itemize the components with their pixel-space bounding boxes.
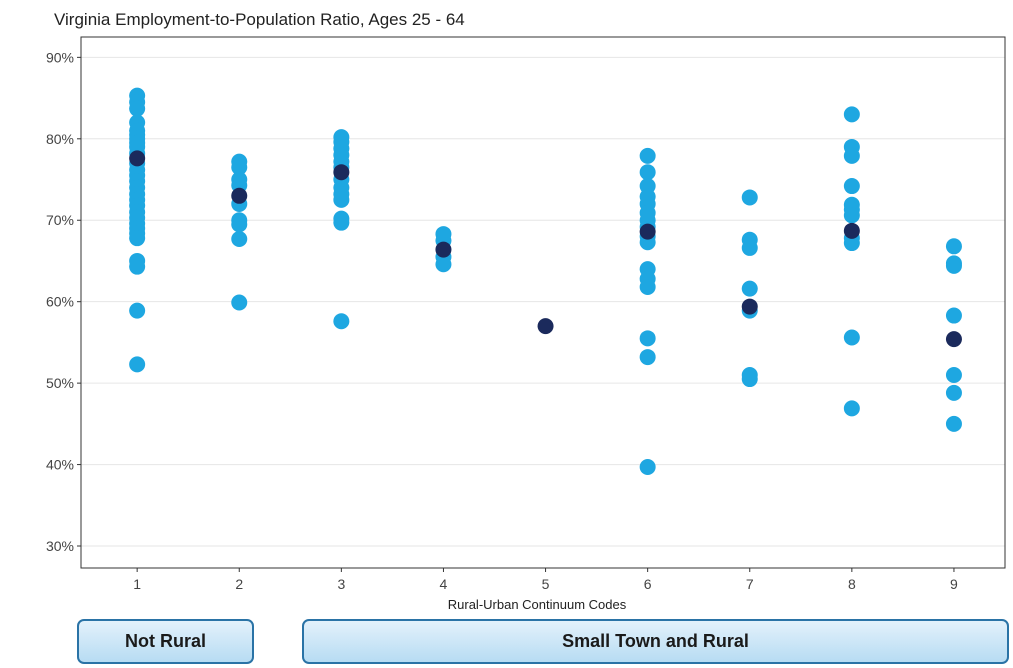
county-point <box>945 415 962 432</box>
x-tick-label: 6 <box>644 576 652 592</box>
y-tick-label: 80% <box>46 131 74 147</box>
county-point <box>129 258 146 275</box>
y-tick-label: 60% <box>46 294 74 310</box>
data-points <box>129 87 962 476</box>
county-point <box>945 307 962 324</box>
median-point <box>537 318 554 335</box>
county-point <box>333 191 350 208</box>
median-point <box>639 223 656 240</box>
median-point <box>843 222 860 239</box>
group-label-not-rural: Not Rural <box>77 619 254 664</box>
county-point <box>129 100 146 117</box>
county-point <box>639 164 656 181</box>
county-point <box>843 106 860 123</box>
county-point <box>129 356 146 373</box>
county-point <box>843 178 860 195</box>
county-point <box>231 159 248 176</box>
x-tick-label: 1 <box>133 576 141 592</box>
county-point <box>639 147 656 164</box>
median-point <box>945 331 962 348</box>
x-tick-label: 3 <box>337 576 345 592</box>
county-point <box>639 330 656 347</box>
county-point <box>843 329 860 346</box>
county-point <box>945 366 962 383</box>
y-tick-label: 50% <box>46 375 74 391</box>
county-point <box>945 238 962 255</box>
x-tick-label: 5 <box>542 576 550 592</box>
scatter-chart: Virginia Employment-to-Population Ratio,… <box>46 10 1006 612</box>
county-point <box>129 230 146 247</box>
county-point <box>333 214 350 231</box>
county-point <box>231 294 248 311</box>
x-axis: 1 2 3 4 5 6 7 8 9 <box>133 568 958 592</box>
median-point <box>741 298 758 315</box>
median-point <box>129 150 146 167</box>
county-point <box>231 216 248 233</box>
y-axis: 30% 40% 50% 60% 70% 80% 90% <box>46 49 81 554</box>
x-tick-label: 2 <box>235 576 243 592</box>
y-tick-label: 40% <box>46 457 74 473</box>
x-tick-label: 7 <box>746 576 754 592</box>
x-tick-label: 4 <box>440 576 448 592</box>
plot-panel <box>80 36 1006 569</box>
county-point <box>231 230 248 247</box>
x-axis-title: Rural-Urban Continuum Codes <box>448 597 627 612</box>
county-point <box>741 189 758 206</box>
county-point <box>129 302 146 319</box>
county-point <box>843 147 860 164</box>
county-point <box>945 257 962 274</box>
county-point <box>741 371 758 388</box>
median-point <box>333 164 350 181</box>
chart-title: Virginia Employment-to-Population Ratio,… <box>54 10 465 29</box>
y-tick-label: 70% <box>46 212 74 228</box>
county-point <box>639 349 656 366</box>
county-point <box>843 235 860 252</box>
county-point <box>639 279 656 296</box>
county-point <box>333 313 350 330</box>
county-point <box>843 207 860 224</box>
county-point <box>435 256 452 273</box>
x-tick-label: 9 <box>950 576 958 592</box>
county-point <box>945 384 962 401</box>
county-point <box>843 400 860 417</box>
y-tick-label: 90% <box>46 49 74 65</box>
grid-lines <box>81 56 1005 547</box>
group-label-small-town-rural: Small Town and Rural <box>302 619 1009 664</box>
median-point <box>231 187 248 204</box>
x-tick-label: 8 <box>848 576 856 592</box>
y-tick-label: 30% <box>46 538 74 554</box>
county-point <box>741 280 758 297</box>
median-point <box>435 241 452 258</box>
county-point <box>639 459 656 476</box>
county-point <box>741 239 758 256</box>
